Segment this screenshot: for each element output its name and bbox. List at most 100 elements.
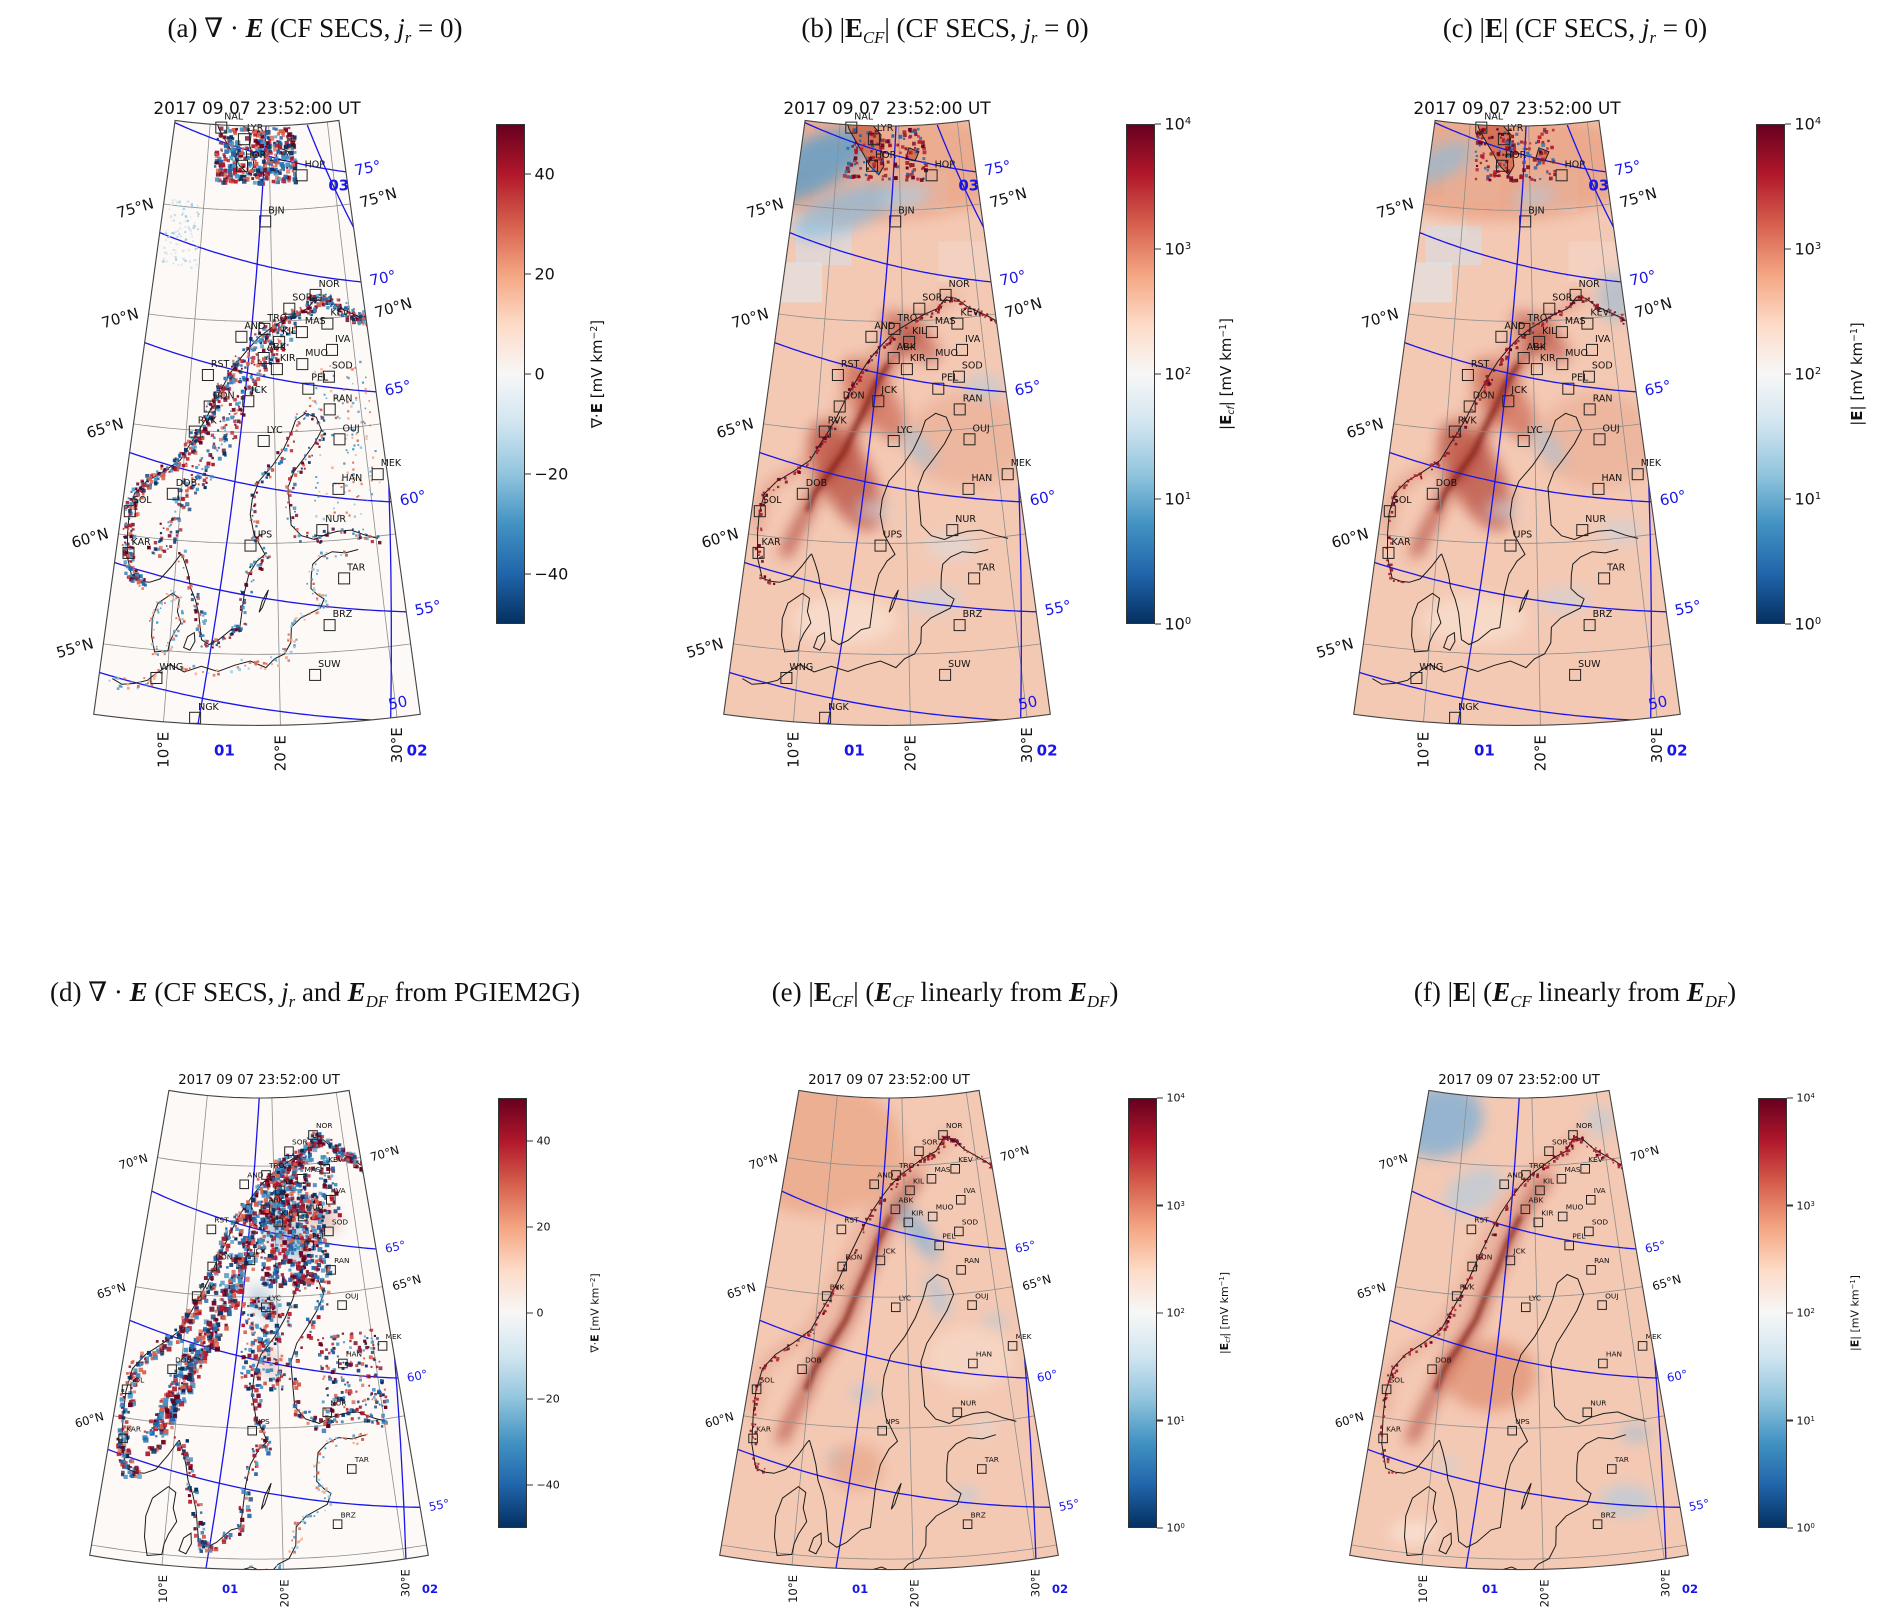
station-marker [1543,1146,1554,1156]
station-marker [307,1130,318,1140]
colorbar-group: 40 20 0 −20 −40 ∇·E [mV km−2] [495,124,609,624]
station-marker [323,403,336,416]
station-marker [752,546,764,559]
field-speckles [115,1131,389,1570]
station-label: OUJ [345,1291,358,1300]
station-marker [1592,1519,1602,1529]
lat-label-left: 75°N [744,194,785,222]
station-label: LYC [268,1294,280,1303]
station-marker [283,1146,294,1156]
lon-label: 30°E [398,1569,412,1597]
station-marker [121,1384,131,1395]
station-marker [1505,1255,1515,1266]
station-marker [1520,1204,1530,1215]
mlat-label: 60° [1665,1367,1688,1385]
station-marker [967,1358,978,1369]
station-label: RST [844,1216,859,1225]
station-marker [963,433,975,446]
colorbar-ticks: 104 103 102 101 100 [1156,1092,1213,1535]
station-marker [1592,482,1604,495]
station-label: NUR [960,1399,976,1408]
station-marker [1631,468,1644,481]
station-label: TAR [353,1455,368,1464]
station-marker [325,1195,336,1205]
colorbar-tick: 103 [1786,1199,1815,1212]
stations: NOR SOR KEV TRO MAS AND KIL IVA ABK MUO KIR SOD RST P… [1377,1121,1661,1529]
station-label: DOB [805,1355,822,1364]
station-label: RST [210,359,229,370]
station-marker [903,1217,913,1228]
station-label: NGK [1458,702,1479,713]
lat-label-right: 75°N [1617,184,1658,212]
station-marker [887,322,900,335]
station-marker [939,288,952,301]
lat-label-left: 55°N [54,634,95,662]
panel-title-f: (f) |E| (ECF linearly from EDF) [1413,977,1737,1011]
station-label: IVA [1593,1186,1605,1195]
station-label: MUO [935,1203,953,1212]
station-label: KAR [756,1425,771,1434]
lat-label-left: 70°N [747,1151,779,1173]
colorbar-tick: 103 [1154,240,1191,259]
station-label: TAR [1606,562,1626,573]
station-marker [337,1358,348,1369]
colorbar-gradient [1125,124,1155,624]
colorbar-tick: 101 [1154,490,1191,509]
station-marker [234,330,247,343]
lon-label: 30°E [1658,1569,1672,1597]
station-label: SOD [961,361,982,372]
colorbar-tick: 102 [1786,1307,1815,1320]
station-label: RST [1470,359,1489,370]
station-label: NOR [1576,1121,1592,1130]
plot-a: NAL LYR HOR HOP BJN NOR SOR KEV TRO MAS AND KIL IVA A… [22,94,609,794]
station-marker [1557,1211,1567,1222]
station-label: KEV [958,1155,973,1164]
station-label: IVA [333,1186,345,1195]
station-marker [953,1226,964,1237]
mlat-label: 55° [413,596,443,619]
station-marker [149,672,162,684]
colorbar-ticks: 104 103 102 101 100 [1786,1092,1843,1535]
station-marker [1377,1433,1388,1444]
station-marker [1593,433,1605,446]
lon-label: 20°E [1537,1579,1551,1607]
plot-e: NOR SOR KEV TRO MAS AND KIL IVA ABK MUO KIR SOD RST P… [654,1058,1237,1620]
station-label: WNG [789,662,813,673]
station-marker [257,435,270,447]
station-label: DOB [175,478,196,489]
station-marker [241,395,254,408]
station-marker [270,363,283,376]
station-label: OUJ [972,423,989,434]
station-marker [844,121,857,134]
lat-label-right: 65°N [1020,1272,1052,1294]
station-label: NAL [854,112,874,123]
station-marker [1448,425,1461,438]
field-speckles [1379,1135,1623,1474]
station-marker [890,1170,901,1180]
station-marker [864,330,877,343]
station-label: KAR [1386,1425,1401,1434]
station-marker [1583,403,1596,416]
station-marker [237,133,250,146]
station-label: AND [247,1171,264,1180]
panel-f: (f) |E| (ECF linearly from EDF) NOR SOR KE… [1260,964,1890,1620]
station-marker [1597,1358,1608,1369]
station-marker [1409,672,1422,684]
colorbar-gradient [1127,1098,1157,1528]
station-marker [1451,1291,1461,1301]
station-marker [875,1255,885,1266]
mlt-label: 01 [221,1582,237,1596]
colorbar-tick: 0 [524,365,545,384]
axis-labels: 75°N 70°N 65°N 60°N 55°N 75°N 70°N 75° 70° 65° 60°… [684,157,1073,772]
station-marker [322,370,335,383]
station-marker [260,1170,271,1180]
colorbar-tick: 104 [1784,115,1821,134]
lat-label-left: 55°N [684,634,725,662]
station-marker [1530,363,1543,376]
mlat-label: 50 [386,692,408,714]
field-speckles [108,126,381,690]
station-label: MUO [935,348,958,359]
lat-label-left: 60°N [1333,1409,1365,1431]
